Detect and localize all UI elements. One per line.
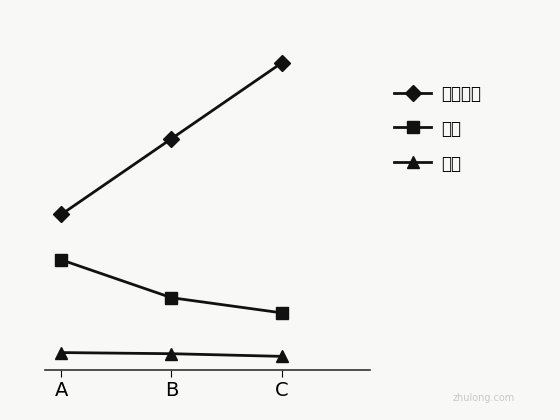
Legend: 钆板用量, 位移, 应力: 钆板用量, 位移, 应力: [394, 85, 481, 173]
钆板用量: [278, 60, 285, 66]
Line: 钆板用量: 钆板用量: [56, 58, 287, 220]
Text: zhulong.com: zhulong.com: [453, 393, 515, 403]
Line: 应力: 应力: [55, 346, 288, 362]
Line: 位移: 位移: [55, 254, 288, 319]
应力: [168, 351, 175, 356]
应力: [58, 350, 64, 355]
钆板用量: [168, 136, 175, 141]
应力: [278, 354, 285, 359]
位移: [278, 310, 285, 315]
位移: [58, 257, 64, 262]
位移: [168, 295, 175, 300]
钆板用量: [58, 212, 64, 217]
